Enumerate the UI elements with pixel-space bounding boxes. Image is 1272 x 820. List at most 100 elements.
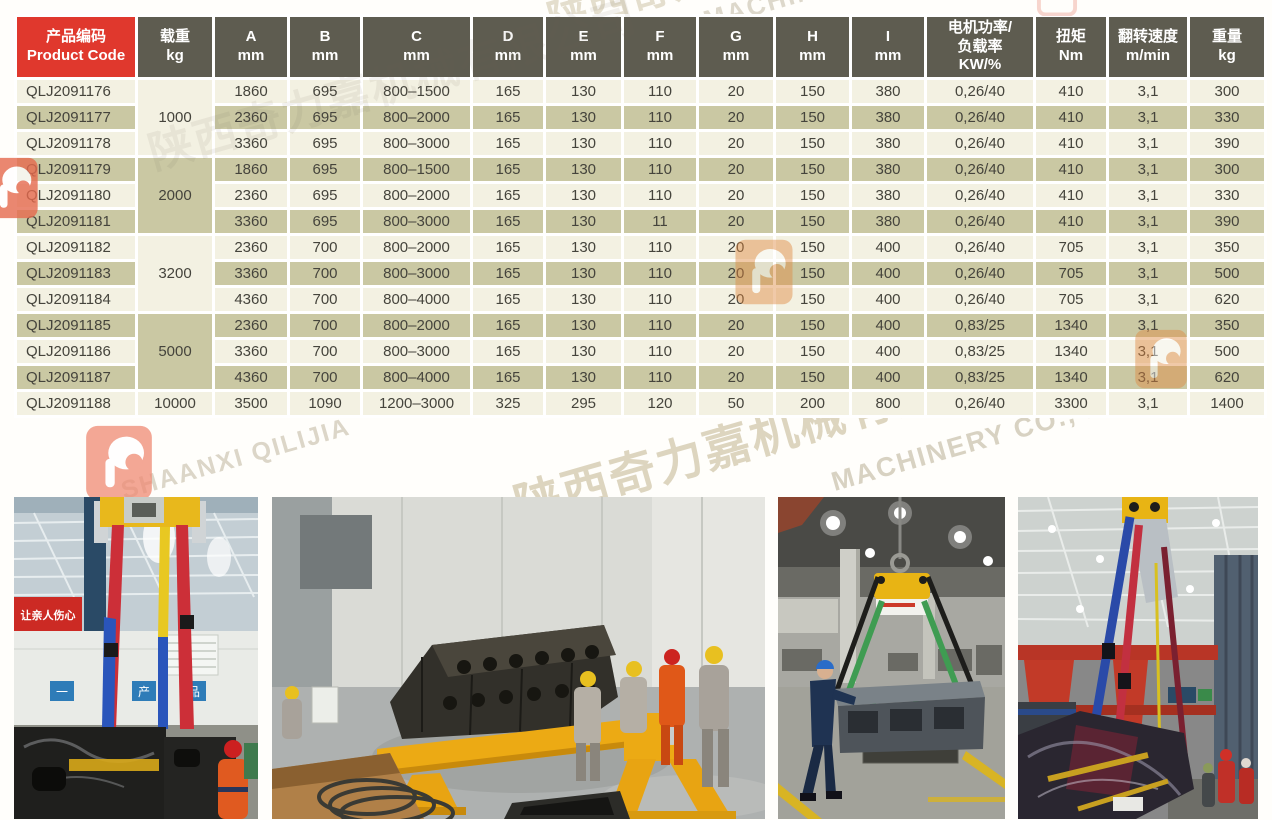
svg-text:一: 一 [56, 685, 68, 699]
data-cell: 3,1 [1109, 288, 1187, 311]
crane-beam [778, 497, 824, 533]
data-cell: 0,83/25 [927, 314, 1033, 337]
data-cell: 705 [1036, 288, 1106, 311]
data-cell: 1860 [215, 80, 287, 103]
data-cell: 400 [852, 366, 924, 389]
data-cell: 120 [624, 392, 696, 415]
data-cell: 500 [1190, 340, 1264, 363]
data-cell: 3300 [1036, 392, 1106, 415]
data-cell: 130 [546, 262, 621, 285]
data-cell: 800–3000 [363, 132, 470, 155]
data-cell: 150 [776, 314, 849, 337]
data-cell: 1860 [215, 158, 287, 181]
data-cell: 20 [699, 132, 773, 155]
data-cell: 110 [624, 80, 696, 103]
data-cell: 165 [473, 184, 543, 207]
data-cell: 130 [546, 288, 621, 311]
data-cell: 380 [852, 80, 924, 103]
data-cell: 0,26/40 [927, 236, 1033, 259]
data-cell: 380 [852, 210, 924, 233]
data-cell: 150 [776, 288, 849, 311]
data-cell: 130 [546, 340, 621, 363]
pillar [840, 549, 860, 683]
data-cell: 165 [473, 288, 543, 311]
data-cell: 20 [699, 262, 773, 285]
svg-text:产: 产 [138, 685, 150, 699]
data-cell: 3,1 [1109, 314, 1187, 337]
engine-blocks [14, 727, 236, 819]
photo-2-illustration [272, 497, 765, 819]
data-cell: 300 [1190, 158, 1264, 181]
data-cell: 20 [699, 236, 773, 259]
data-cell: 1200–3000 [363, 392, 470, 415]
data-cell: 0,26/40 [927, 80, 1033, 103]
data-cell: 800–2000 [363, 106, 470, 129]
data-cell: 400 [852, 236, 924, 259]
data-cell: 3,1 [1109, 132, 1187, 155]
data-cell: 130 [546, 106, 621, 129]
table-row: QLJ2091177 2360 695 800–2000 165 130 110 20 150 3… [17, 106, 1264, 129]
data-cell: 165 [473, 262, 543, 285]
data-cell: 800–3000 [363, 262, 470, 285]
data-cell: 130 [546, 236, 621, 259]
product-code-cell: QLJ2091183 [17, 262, 135, 285]
data-cell: 400 [852, 262, 924, 285]
table-row: QLJ2091178 3360 695 800–3000 165 130 110 20 150 3… [17, 132, 1264, 155]
data-cell: 800–3000 [363, 340, 470, 363]
data-cell: 3,1 [1109, 184, 1187, 207]
data-cell: 700 [290, 262, 360, 285]
data-cell: 3,1 [1109, 262, 1187, 285]
table-row: QLJ2091181 3360 695 800–3000 165 130 11 20 150 38… [17, 210, 1264, 233]
table-row: QLJ2091185 5000 2360 700 800–2000 165 130 110 20… [17, 314, 1264, 389]
data-cell: 3500 [215, 392, 287, 415]
product-code-cell: QLJ2091188 [17, 392, 135, 415]
product-code-cell: QLJ2091187 [17, 366, 135, 389]
data-cell: 380 [852, 184, 924, 207]
data-cell: 380 [852, 106, 924, 129]
load-capacity-cell: 3200 [138, 236, 212, 311]
data-cell: 110 [624, 184, 696, 207]
data-cell: 390 [1190, 210, 1264, 233]
data-cell: 1090 [290, 392, 360, 415]
data-cell: 800–2000 [363, 184, 470, 207]
data-cell: 165 [473, 80, 543, 103]
data-cell: 165 [473, 236, 543, 259]
data-cell: 0,26/40 [927, 184, 1033, 207]
data-cell: 620 [1190, 288, 1264, 311]
product-code-cell: QLJ2091185 [17, 314, 135, 337]
data-cell: 110 [624, 158, 696, 181]
data-cell: 0,26/40 [927, 158, 1033, 181]
worker [218, 740, 248, 819]
product-code-cell: QLJ2091179 [17, 158, 135, 181]
data-cell: 350 [1190, 314, 1264, 337]
data-cell: 2360 [215, 106, 287, 129]
data-cell: 20 [699, 314, 773, 337]
photo-4-illustration [1018, 497, 1258, 819]
data-cell: 50 [699, 392, 773, 415]
data-cell: 3,1 [1109, 340, 1187, 363]
data-cell: 1340 [1036, 340, 1106, 363]
data-cell: 695 [290, 132, 360, 155]
data-cell: 110 [624, 236, 696, 259]
data-cell: 110 [624, 106, 696, 129]
data-cell: 1400 [1190, 392, 1264, 415]
photo-1: 让亲人伤心 一 产 品 [14, 497, 258, 819]
data-cell: 380 [852, 158, 924, 181]
data-cell: 700 [290, 288, 360, 311]
data-cell: 165 [473, 210, 543, 233]
data-cell: 620 [1190, 366, 1264, 389]
data-cell: 165 [473, 366, 543, 389]
data-cell: 150 [776, 236, 849, 259]
data-cell: 400 [852, 340, 924, 363]
data-cell: 3360 [215, 210, 287, 233]
data-cell: 200 [776, 392, 849, 415]
load-capacity-cell: 1000 [138, 80, 212, 155]
data-cell: 150 [776, 210, 849, 233]
data-cell: 3,1 [1109, 158, 1187, 181]
data-cell: 20 [699, 340, 773, 363]
